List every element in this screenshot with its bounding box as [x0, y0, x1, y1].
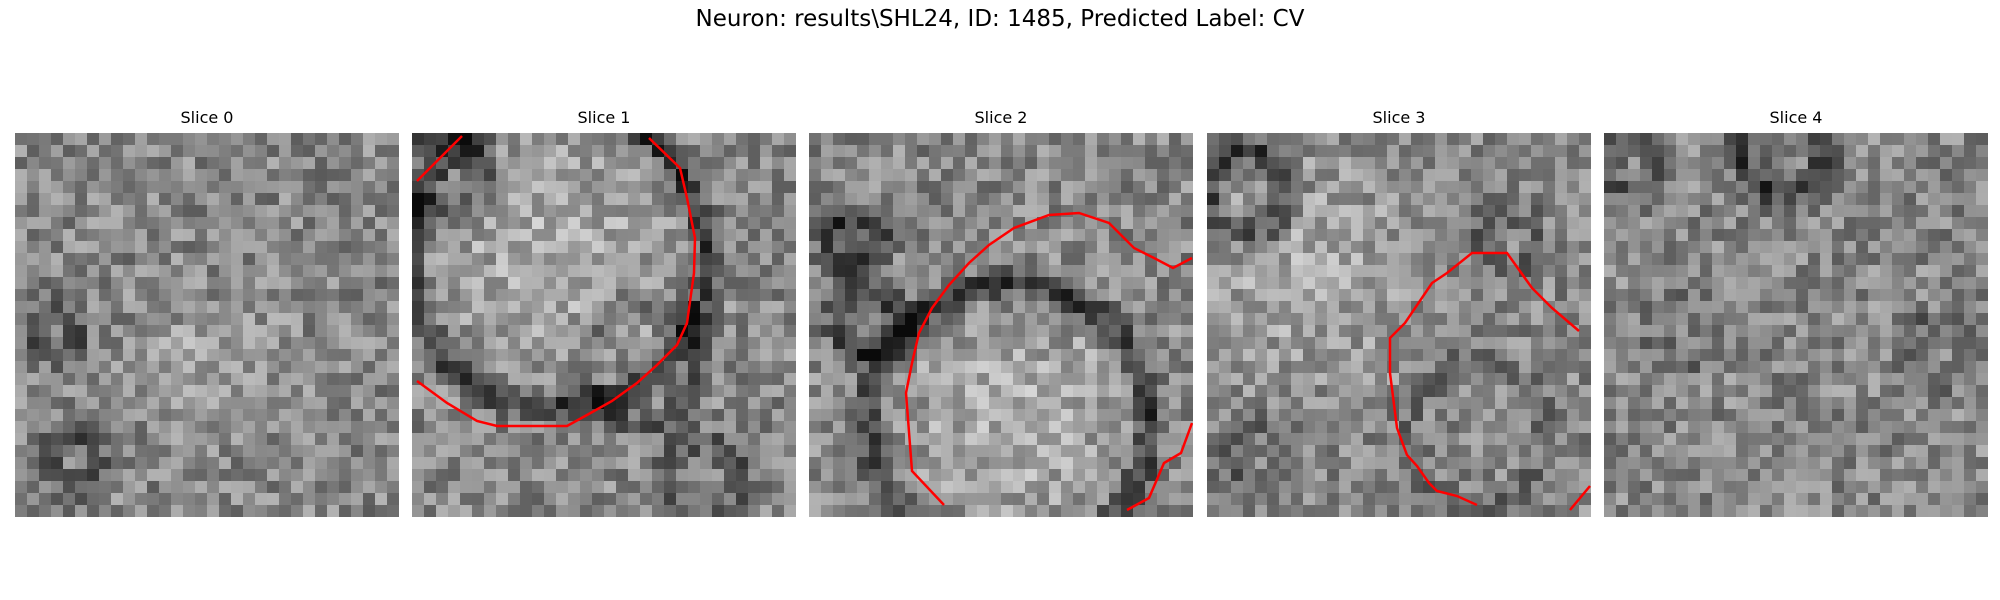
slice-title: Slice 4	[1769, 108, 1823, 127]
slice-title: Slice 1	[577, 108, 631, 127]
contour-line	[416, 135, 463, 182]
slice-image-1	[412, 133, 796, 517]
contour-line	[1126, 422, 1193, 512]
slice-title: Slice 3	[1372, 108, 1426, 127]
contour-line	[904, 211, 1193, 506]
slice-title: Slice 2	[974, 108, 1028, 127]
slice-image-3	[1207, 133, 1591, 517]
slice-title: Slice 0	[180, 108, 234, 127]
slice-image-2	[809, 133, 1193, 517]
slice-image-0	[15, 133, 399, 517]
slice-image-4	[1604, 133, 1988, 517]
contour-line	[416, 137, 697, 428]
figure-title: Neuron: results\SHL24, ID: 1485, Predict…	[695, 6, 1305, 32]
contour-line	[1569, 485, 1591, 511]
contour-line	[1388, 251, 1580, 507]
